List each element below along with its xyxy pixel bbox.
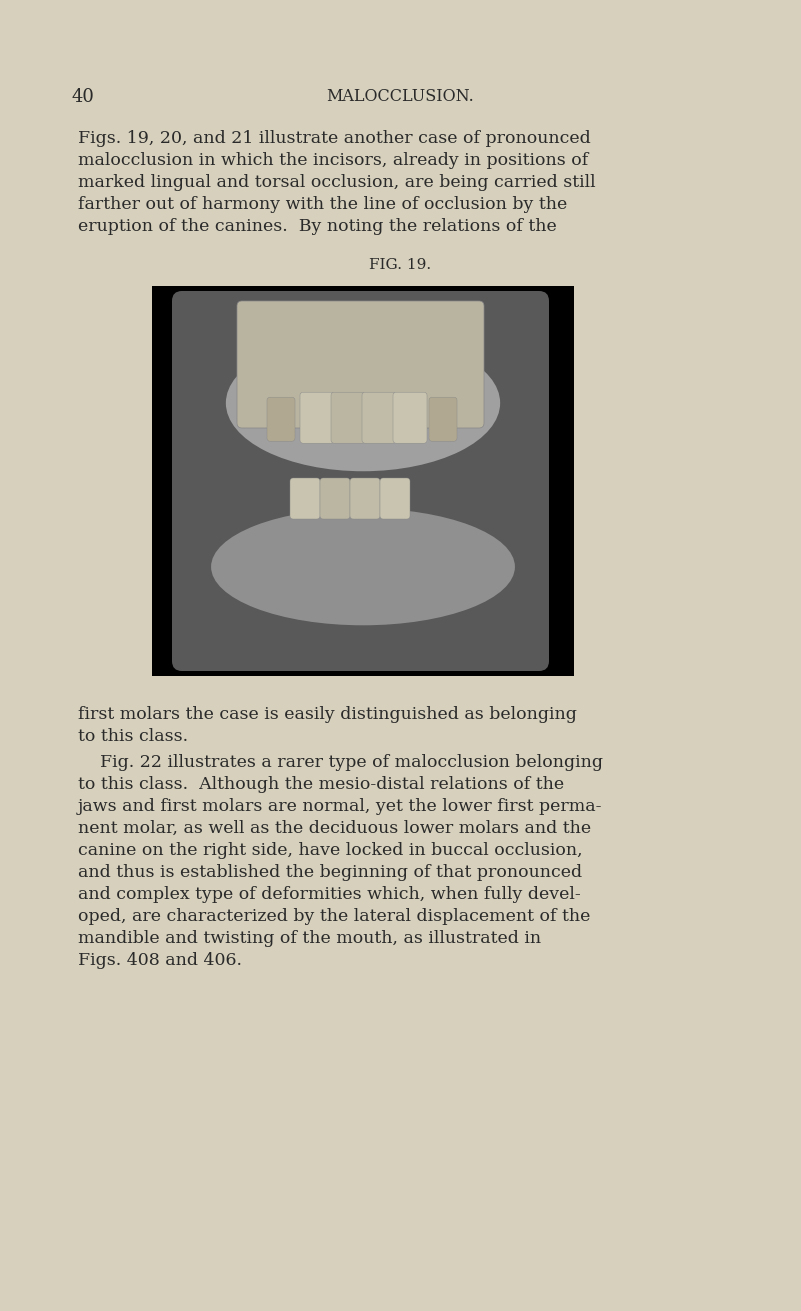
Text: to this class.  Although the mesio-distal relations of the: to this class. Although the mesio-distal…: [78, 776, 564, 793]
Text: eruption of the canines.  By noting the relations of the: eruption of the canines. By noting the r…: [78, 218, 557, 235]
FancyBboxPatch shape: [320, 479, 350, 519]
FancyBboxPatch shape: [362, 392, 396, 443]
Text: mandible and twisting of the mouth, as illustrated in: mandible and twisting of the mouth, as i…: [78, 929, 541, 947]
Text: canine on the right side, have locked in buccal occlusion,: canine on the right side, have locked in…: [78, 842, 582, 859]
FancyBboxPatch shape: [380, 479, 410, 519]
FancyBboxPatch shape: [290, 479, 320, 519]
Text: to this class.: to this class.: [78, 728, 188, 745]
Text: FIG. 19.: FIG. 19.: [369, 258, 431, 271]
FancyBboxPatch shape: [429, 397, 457, 442]
FancyBboxPatch shape: [267, 397, 295, 442]
Text: Figs. 408 and 406.: Figs. 408 and 406.: [78, 952, 242, 969]
Bar: [152, 286, 574, 676]
Text: Fig. 22 illustrates a rarer type of malocclusion belonging: Fig. 22 illustrates a rarer type of malo…: [78, 754, 603, 771]
FancyBboxPatch shape: [237, 302, 484, 427]
Ellipse shape: [226, 334, 500, 471]
Text: first molars the case is easily distinguished as belonging: first molars the case is easily distingu…: [78, 707, 577, 722]
FancyBboxPatch shape: [393, 392, 427, 443]
Text: nent molar, as well as the deciduous lower molars and the: nent molar, as well as the deciduous low…: [78, 819, 591, 836]
FancyBboxPatch shape: [350, 479, 380, 519]
FancyBboxPatch shape: [331, 392, 365, 443]
FancyBboxPatch shape: [172, 291, 549, 671]
Ellipse shape: [211, 509, 515, 625]
Text: MALOCCLUSION.: MALOCCLUSION.: [326, 88, 474, 105]
Text: marked lingual and torsal occlusion, are being carried still: marked lingual and torsal occlusion, are…: [78, 174, 596, 191]
Text: farther out of harmony with the line of occlusion by the: farther out of harmony with the line of …: [78, 197, 567, 212]
Text: and complex type of deformities which, when fully devel-: and complex type of deformities which, w…: [78, 886, 581, 903]
Text: Figs. 19, 20, and 21 illustrate another case of pronounced: Figs. 19, 20, and 21 illustrate another …: [78, 130, 591, 147]
Text: jaws and first molars are normal, yet the lower first perma-: jaws and first molars are normal, yet th…: [78, 798, 602, 815]
FancyBboxPatch shape: [300, 392, 334, 443]
Text: 40: 40: [72, 88, 95, 106]
Text: malocclusion in which the incisors, already in positions of: malocclusion in which the incisors, alre…: [78, 152, 588, 169]
Text: oped, are characterized by the lateral displacement of the: oped, are characterized by the lateral d…: [78, 909, 590, 926]
Text: and thus is established the beginning of that pronounced: and thus is established the beginning of…: [78, 864, 582, 881]
